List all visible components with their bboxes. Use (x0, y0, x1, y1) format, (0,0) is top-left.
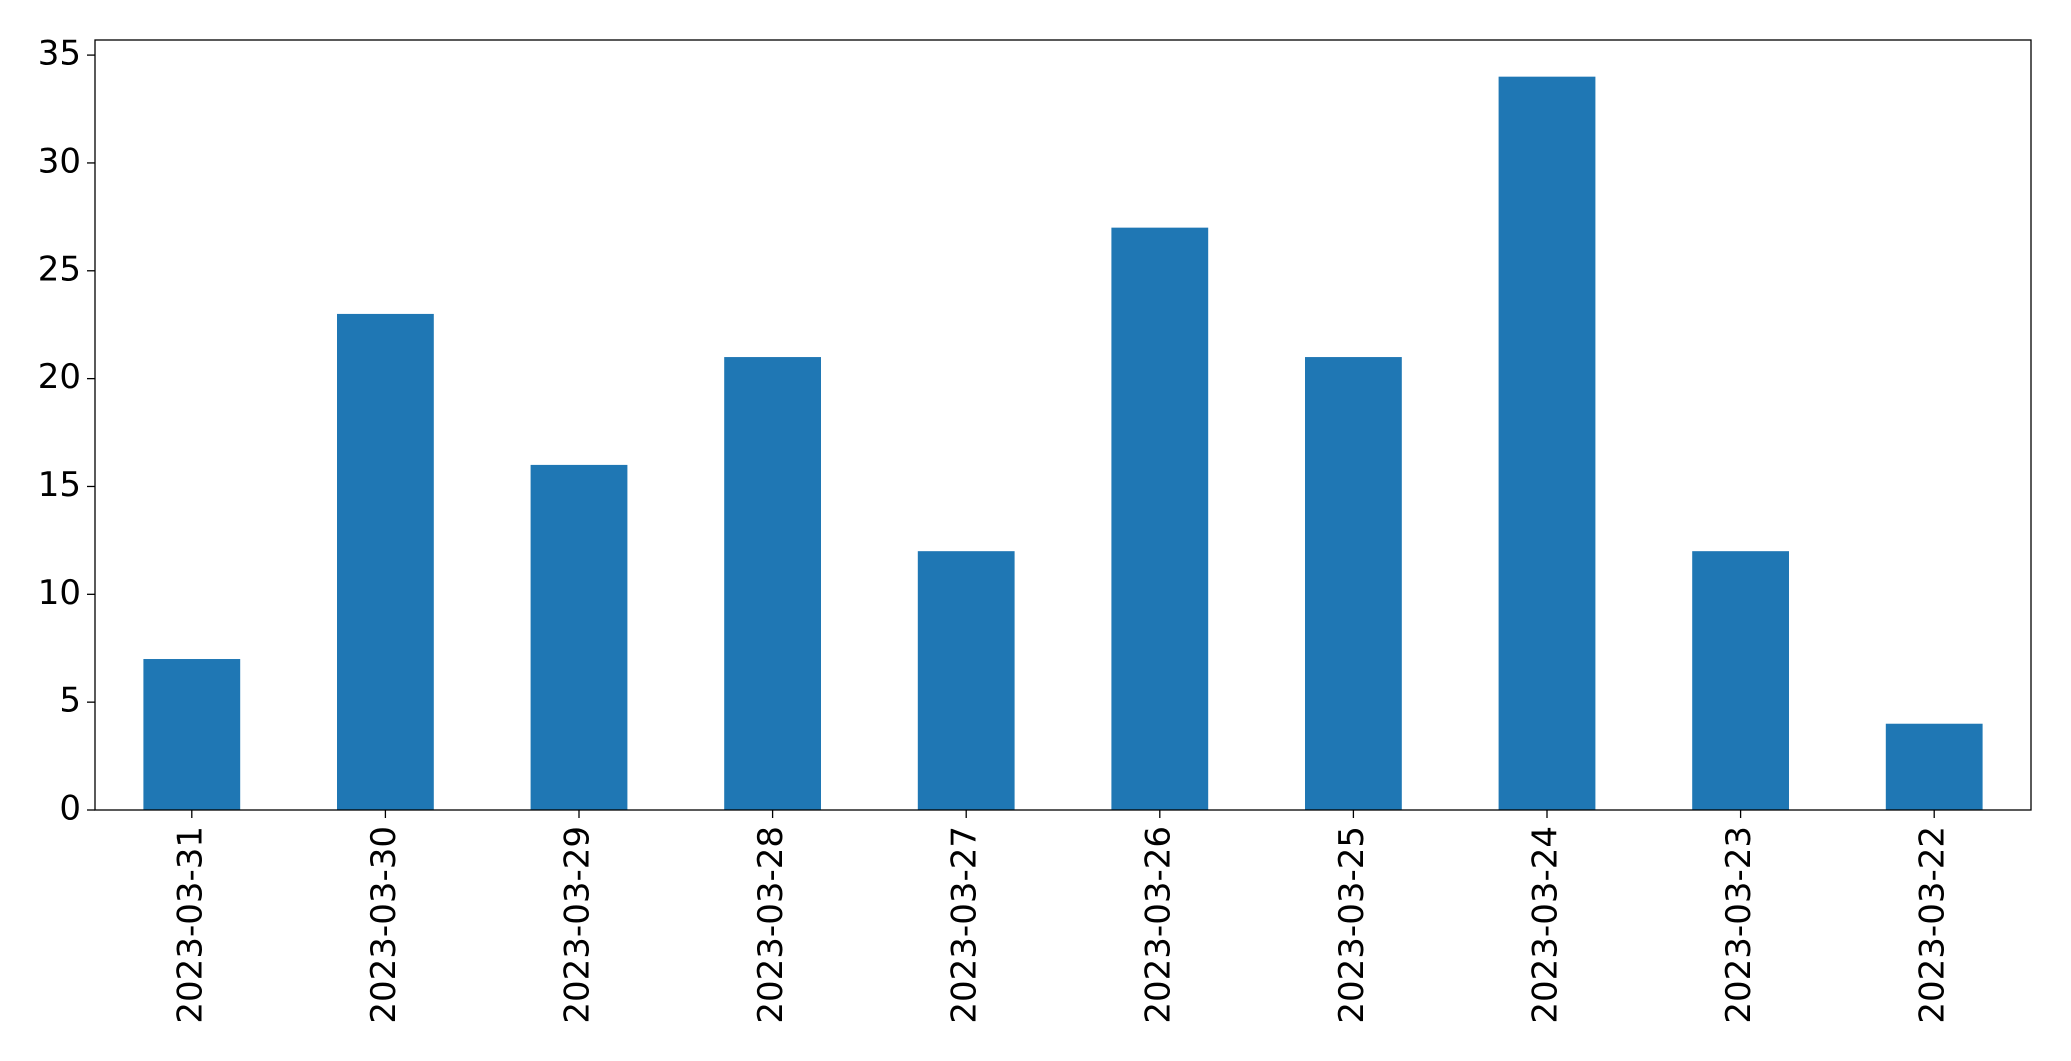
x-tick-label: 2023-03-24 (1526, 826, 1566, 1024)
bar (1885, 723, 1983, 810)
y-tick-label: 35 (38, 34, 81, 74)
bar (530, 464, 628, 810)
x-tick-label: 2023-03-31 (170, 826, 210, 1024)
bar (143, 659, 241, 810)
x-tick-label: 2023-03-22 (1913, 826, 1953, 1024)
bar (337, 313, 434, 810)
bar (1305, 357, 1402, 810)
y-tick-label: 5 (59, 681, 81, 721)
y-tick-label: 0 (59, 789, 81, 829)
x-tick-label: 2023-03-23 (1719, 826, 1759, 1024)
plot-frame (94, 39, 2032, 811)
x-tick-label: 2023-03-30 (364, 826, 404, 1024)
x-tick-label: 2023-03-29 (558, 826, 598, 1024)
x-tick-label: 2023-03-28 (751, 826, 791, 1024)
y-tick-label: 15 (38, 465, 81, 505)
bar (1498, 76, 1596, 810)
x-tick-label: 2023-03-25 (1332, 826, 1372, 1024)
y-tick-label: 20 (38, 357, 81, 397)
bar (1692, 551, 1789, 810)
x-tick-label: 2023-03-27 (945, 826, 985, 1024)
bar (917, 551, 1015, 810)
y-tick-label: 30 (38, 141, 81, 181)
bar (1111, 227, 1209, 810)
bar (724, 357, 821, 810)
y-tick-label: 25 (38, 249, 81, 289)
y-tick-label: 10 (38, 573, 81, 613)
x-tick-label: 2023-03-26 (1138, 826, 1178, 1024)
